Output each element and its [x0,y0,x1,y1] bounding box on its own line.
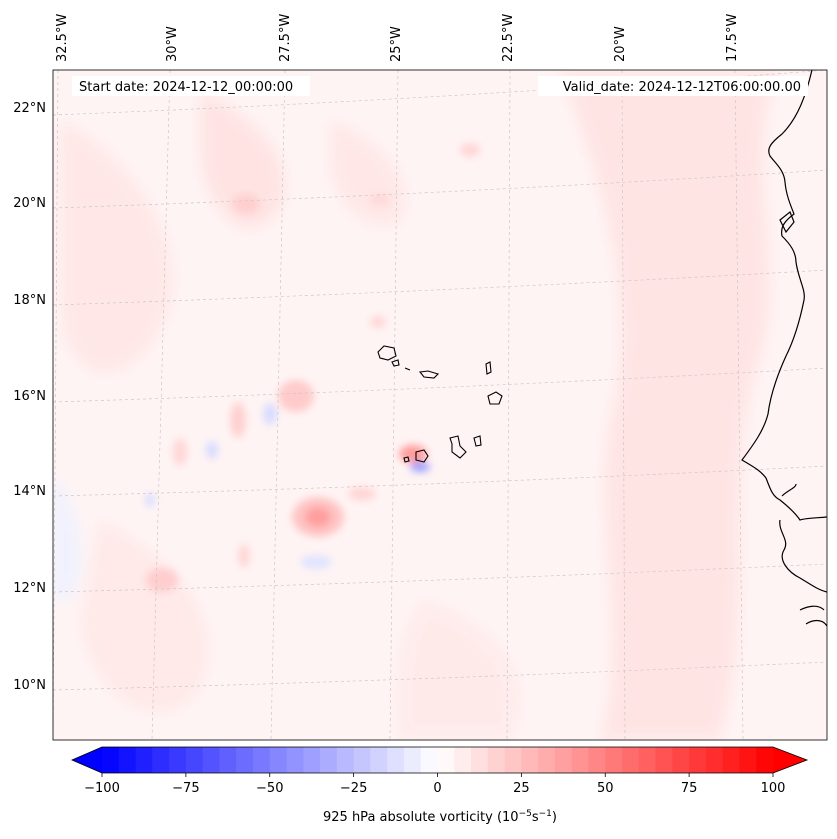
lon-label: 27.5°W [278,14,293,62]
colorbar-segment [454,747,472,773]
map-frame [52,69,828,741]
colorbar-tick-label: 50 [597,781,614,796]
colorbar-segment [655,747,673,773]
colorbar-segment [353,747,371,773]
lat-label: 14°N [13,484,46,499]
colorbar-segment [689,747,707,773]
colorbar-segment [538,747,556,773]
lat-label: 10°N [13,678,46,693]
colorbar-segment [219,747,237,773]
colorbar-segment [705,747,724,773]
colorbar-segment [756,747,774,773]
colorbar-segment [588,747,606,773]
colorbar-segment [370,747,388,773]
colorbar-segment [622,747,640,773]
colorbar-segment [320,747,338,773]
lon-label: 25°W [389,26,404,62]
valid-date-label: Valid_date: 2024-12-12T06:00:00.00 [563,80,801,95]
colorbar-segment [487,747,506,773]
colorbar-segment [303,747,321,773]
african-coastline [741,70,827,521]
colorbar-extend-min [72,747,102,773]
colorbar-segment [504,747,522,773]
colorbar-segment [185,747,204,773]
longitude-labels: 32.5°W 30°W 27.5°W 25°W 22.5°W 20°W 17.5… [55,14,740,62]
coastlines [741,70,827,627]
vorticity-field [53,70,780,740]
colorbar-segment [118,747,137,773]
colorbar-segment [202,747,221,773]
lat-label: 16°N [13,389,46,404]
island-sal [485,361,492,375]
colorbar-segment [739,747,757,773]
island-fogo [415,449,429,463]
island-sao-vicente [391,359,400,367]
colorbar-segment [403,747,422,773]
colorbar-tick-label: 25 [513,781,530,796]
colorbar-tick-label: 0 [433,781,441,796]
colorbar-tick-label: 100 [761,781,786,796]
colorbar-segment [605,747,623,773]
lon-label: 32.5°W [55,14,70,62]
lat-label: 12°N [13,581,46,596]
lon-label: 30°W [165,26,180,62]
colorbar-tick-label: −100 [84,781,120,796]
island-santiago [449,435,467,459]
start-date-label: Start date: 2024-12-12_00:00:00 [79,80,293,95]
island-brava [403,456,410,463]
cape-verde-islands [377,345,503,463]
colorbar-segment [135,747,153,773]
lat-label: 20°N [13,196,46,211]
colorbar-segment [672,747,690,773]
lat-label: 22°N [13,101,46,116]
colorbar-label: 925 hPa absolute vorticity (10−5s−1) [323,809,557,825]
colorbar-segment [521,747,539,773]
map-panel: Start date: 2024-12-12_00:00:00 Valid_da… [53,70,827,740]
colorbar-segment [286,747,304,773]
vorticity-features [145,143,480,592]
colorbar-extend-max [773,747,807,773]
colorbar-segment [152,747,170,773]
colorbar-segment [638,747,657,773]
colorbar-segment [269,747,288,773]
island-santo-antao [377,345,397,361]
colorbar-tick-label: −75 [172,781,199,796]
latitude-labels: 22°N 20°N 18°N 16°N 14°N 12°N 10°N [13,101,46,693]
colorbar-ticks: −100 −75 −50 −25 0 25 50 75 100 [84,773,785,796]
start-date-box [72,76,310,96]
lat-label: 18°N [13,293,46,308]
colorbar-segment [471,747,489,773]
colorbar-segment [571,747,590,773]
colorbar-segment [554,747,573,773]
island-boa-vista [487,391,503,405]
lon-label: 20°W [613,26,628,62]
colorbar-tick-label: −25 [340,781,367,796]
colorbar-segment [252,747,271,773]
colorbar-tick-label: −50 [256,781,283,796]
island-maio [473,435,482,447]
colorbar-segment [236,747,254,773]
gridlines [53,70,827,740]
guinea-coastline [779,519,827,593]
lon-label: 22.5°W [501,14,516,62]
colorbar-segment [102,747,120,773]
colorbar-segment [437,747,455,773]
colorbar-segment [336,747,355,773]
colorbar-tick-label: 75 [681,781,698,796]
lon-label: 17.5°W [725,14,740,62]
colorbar-segment [420,747,439,773]
island-santa-luzia [404,367,411,371]
island-sao-nicolau [418,370,440,379]
colorbar-segment [169,747,187,773]
colorbar-segment [387,747,405,773]
colorbar-segment [722,747,741,773]
colorbar-segments [102,747,774,773]
valid-date-box [538,76,808,96]
colorbar: −100 −75 −50 −25 0 25 50 75 100 925 hPa absolute… [70,746,809,825]
